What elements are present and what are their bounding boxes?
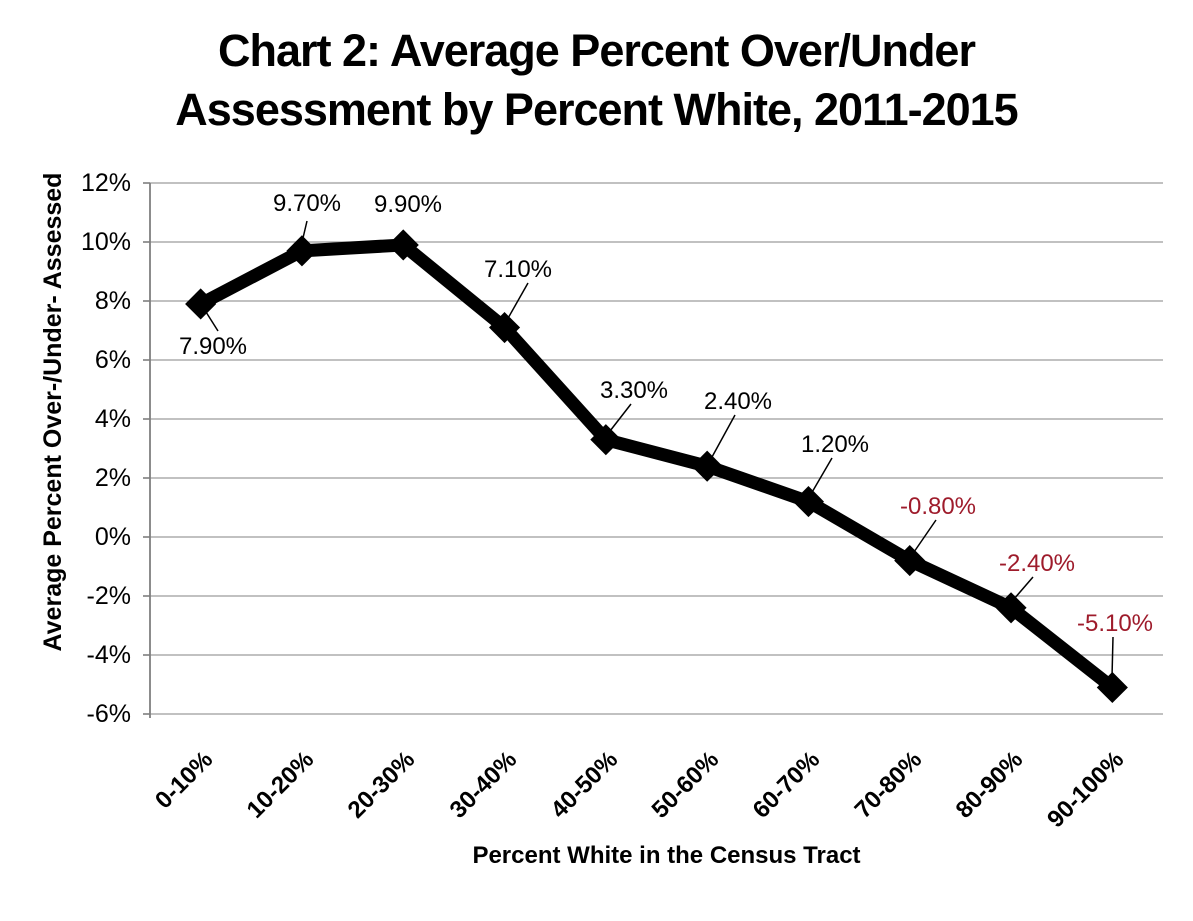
data-label: -0.80%	[899, 493, 977, 520]
data-label: 3.30%	[599, 377, 669, 404]
data-label: 9.70%	[272, 190, 342, 217]
data-label: -5.10%	[1076, 610, 1154, 637]
data-label: 1.20%	[800, 431, 870, 458]
y-tick-label: -6%	[86, 700, 131, 728]
y-tick-label: 4%	[94, 405, 131, 433]
y-tick-label: 8%	[94, 287, 131, 315]
data-label: -2.40%	[998, 550, 1076, 577]
chart-title-line-1: Chart 2: Average Percent Over/Under	[218, 25, 976, 76]
data-point-marker	[691, 450, 723, 482]
data-label-leader-line	[711, 414, 736, 458]
y-tick-label: -4%	[86, 641, 131, 669]
data-label-leader-line	[506, 282, 529, 321]
data-label-leader-line	[913, 519, 937, 553]
data-label-leader-line	[1111, 636, 1114, 678]
series-line	[197, 238, 1117, 693]
y-tick-label: -2%	[86, 582, 131, 610]
data-point-marker	[590, 424, 622, 456]
data-point-marker	[387, 229, 419, 261]
data-label: 9.90%	[373, 191, 443, 218]
data-label-leader-line	[1013, 576, 1034, 600]
data-label-leader-line	[302, 220, 308, 239]
y-tick-label: 12%	[80, 169, 131, 197]
y-tick-label: 0%	[94, 523, 131, 551]
data-point-marker	[488, 311, 521, 344]
data-point-marker	[185, 288, 217, 320]
data-label-leader-line	[810, 457, 833, 495]
data-point-marker	[286, 235, 318, 267]
chart-title-line-2: Assessment by Percent White, 2011-2015	[175, 84, 1018, 135]
x-axis-title: Percent White in the Census Tract	[472, 842, 861, 869]
data-label: 2.40%	[703, 388, 773, 415]
chart-title: Chart 2: Average Percent Over/Under Asse…	[0, 21, 1193, 139]
data-label: 7.10%	[483, 256, 553, 283]
data-label-leader-line	[609, 403, 632, 432]
y-tick-label: 10%	[80, 228, 131, 256]
data-label-leader-line	[205, 311, 219, 332]
data-label: 7.90%	[178, 333, 248, 360]
y-tick-label: 2%	[94, 464, 131, 492]
y-tick-label: 6%	[94, 346, 131, 374]
